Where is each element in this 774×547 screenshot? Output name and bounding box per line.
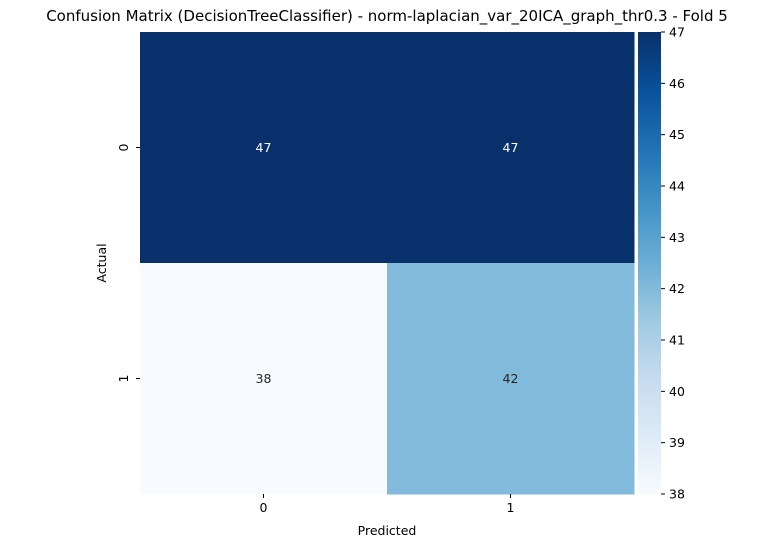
colorbar-tick-label: 44 (669, 179, 685, 194)
chart-title: Confusion Matrix (DecisionTreeClassifier… (46, 7, 728, 26)
colorbar-tick-label: 45 (669, 127, 685, 142)
heatmap-cell-r0-c0 (140, 32, 388, 264)
x-tick-label: 1 (507, 500, 515, 515)
colorbar-tick-label: 47 (669, 25, 685, 40)
heatmap-cell-r1-c1 (387, 263, 635, 495)
colorbar-ticks: 38 39 40 41 42 43 44 45 46 47 (661, 25, 685, 502)
colorbar-tick-label: 38 (669, 487, 685, 502)
cell-value-label: 47 (503, 140, 519, 155)
x-axis-label: Predicted (358, 523, 417, 538)
heatmap-cell-r0-c1 (387, 32, 635, 264)
heatmap-cells (140, 32, 635, 495)
cell-value-label: 38 (256, 371, 272, 386)
colorbar (638, 32, 661, 494)
colorbar-tick-label: 39 (669, 435, 685, 450)
y-axis-ticks: 01 (116, 143, 140, 382)
colorbar-tick-label: 41 (669, 333, 685, 348)
x-tick-label: 0 (260, 500, 268, 515)
colorbar-tick-label: 42 (669, 281, 685, 296)
heatmap-cell-r1-c0 (140, 263, 388, 495)
cell-value-label: 42 (503, 371, 519, 386)
colorbar-tick-label: 40 (669, 384, 685, 399)
colorbar-tick-label: 46 (669, 76, 685, 91)
cell-value-label: 47 (256, 140, 272, 155)
y-axis-label: Actual (94, 243, 109, 282)
y-tick-label: 0 (116, 143, 131, 151)
heatmap-cell-labels: 47 47 38 42 (256, 140, 519, 386)
colorbar-tick-label: 43 (669, 230, 685, 245)
y-tick-label: 1 (116, 375, 131, 383)
